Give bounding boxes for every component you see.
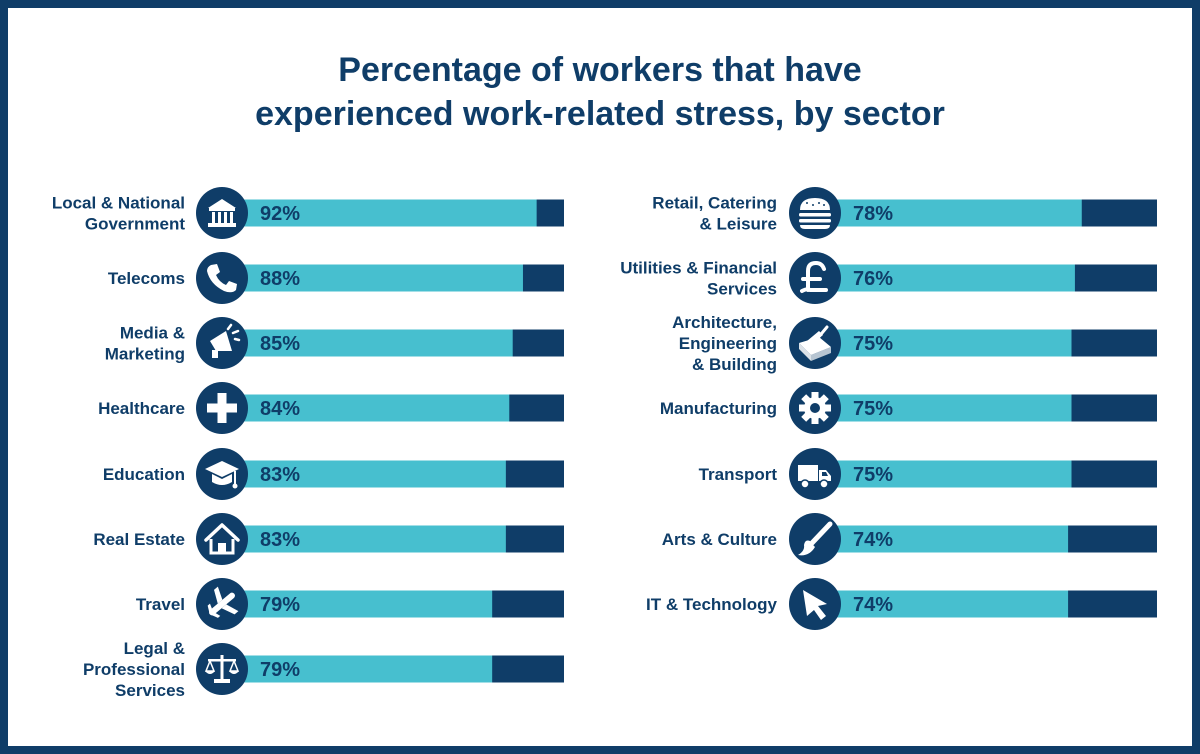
bar-row-media-marketing: 85% Media & Marketing	[105, 317, 564, 369]
value-label: 83%	[260, 464, 300, 486]
pound-sign-icon	[789, 252, 841, 304]
bar-row-healthcare: 84% Healthcare	[98, 382, 564, 434]
bar-value	[222, 590, 493, 618]
category-label: Real Estate	[93, 530, 185, 549]
bar-row-education: 83% Education	[103, 448, 564, 500]
bar-row-manufacturing: 75% Manufacturing	[660, 382, 1157, 434]
paintbrush-icon	[789, 513, 841, 565]
bar-value	[222, 264, 523, 292]
bar-value	[222, 655, 493, 683]
category-label: Manufacturing	[660, 399, 777, 418]
bar-row-telecoms: 88% Telecoms	[108, 252, 564, 304]
category-label: Retail, Catering & Leisure	[652, 194, 777, 234]
category-label: Telecoms	[108, 269, 185, 288]
trowel-brick-icon	[789, 317, 841, 369]
category-label: Healthcare	[98, 399, 185, 418]
value-label: 83%	[260, 529, 300, 551]
bar-row-utilities-financial-services: 76% Utilities & Financial Services	[620, 252, 1157, 304]
category-label: Utilities & Financial Services	[620, 259, 777, 299]
category-label: Education	[103, 465, 185, 484]
bar-value	[815, 264, 1075, 292]
gear-icon	[789, 382, 841, 434]
bar-row-real-estate: 83% Real Estate	[93, 513, 564, 565]
medical-cross-icon	[196, 382, 248, 434]
scales-of-justice-icon	[196, 643, 248, 695]
bar-value	[815, 394, 1072, 422]
bar-row-transport: 75% Transport	[699, 448, 1157, 500]
chart-title-line-1: Percentage of workers that have	[338, 51, 862, 89]
chart-title: Percentage of workers that have experien…	[0, 48, 1200, 136]
category-label: IT & Technology	[646, 595, 778, 614]
telephone-icon	[196, 252, 248, 304]
value-label: 76%	[853, 268, 893, 290]
value-label: 79%	[260, 594, 300, 616]
bar-value	[815, 525, 1069, 553]
bar-row-arts-culture: 74% Arts & Culture	[662, 513, 1157, 565]
value-label: 75%	[853, 464, 893, 486]
bar-value	[815, 329, 1072, 357]
airplane-icon	[196, 578, 248, 630]
category-label: Architecture, Engineering & Building	[672, 313, 777, 374]
graduation-cap-icon	[196, 448, 248, 500]
chart-title-line-2: experienced work-related stress, by sect…	[255, 95, 945, 133]
burger-icon	[789, 187, 841, 239]
value-label: 75%	[853, 333, 893, 355]
bar-value	[222, 199, 537, 227]
category-label: Local & National Government	[52, 194, 186, 234]
megaphone-icon	[196, 317, 248, 369]
value-label: 79%	[260, 659, 300, 681]
house-icon	[196, 513, 248, 565]
bar-value	[222, 394, 510, 422]
category-label: Travel	[136, 595, 185, 614]
value-label: 74%	[853, 529, 893, 551]
bar-value	[815, 460, 1072, 488]
bar-row-it-technology: 74% IT & Technology	[646, 578, 1157, 630]
value-label: 84%	[260, 398, 300, 420]
bar-row-local-national-government: 92% Local & National Government	[52, 187, 564, 239]
value-label: 92%	[260, 203, 300, 225]
bar-row-retail-catering-leisure: 78% Retail, Catering & Leisure	[652, 187, 1157, 239]
government-building-icon	[196, 187, 248, 239]
bar-row-travel: 79% Travel	[136, 578, 564, 630]
category-label: Transport	[699, 465, 778, 484]
bar-row-legal-professional-services: 79% Legal & Professional Services	[83, 639, 564, 700]
bar-value	[222, 460, 506, 488]
value-label: 75%	[853, 398, 893, 420]
truck-icon	[789, 448, 841, 500]
bar-value	[222, 329, 513, 357]
value-label: 88%	[260, 268, 300, 290]
bar-value	[815, 199, 1082, 227]
value-label: 85%	[260, 333, 300, 355]
bar-value	[815, 590, 1069, 618]
bar-row-architecture-engineering-building: 75% Architecture, Engineering & Building	[672, 313, 1157, 374]
cursor-arrow-icon	[789, 578, 841, 630]
value-label: 74%	[853, 594, 893, 616]
category-label: Arts & Culture	[662, 530, 777, 549]
category-label: Media & Marketing	[105, 324, 185, 364]
bar-value	[222, 525, 506, 553]
category-label: Legal & Professional Services	[83, 639, 185, 700]
value-label: 78%	[853, 203, 893, 225]
